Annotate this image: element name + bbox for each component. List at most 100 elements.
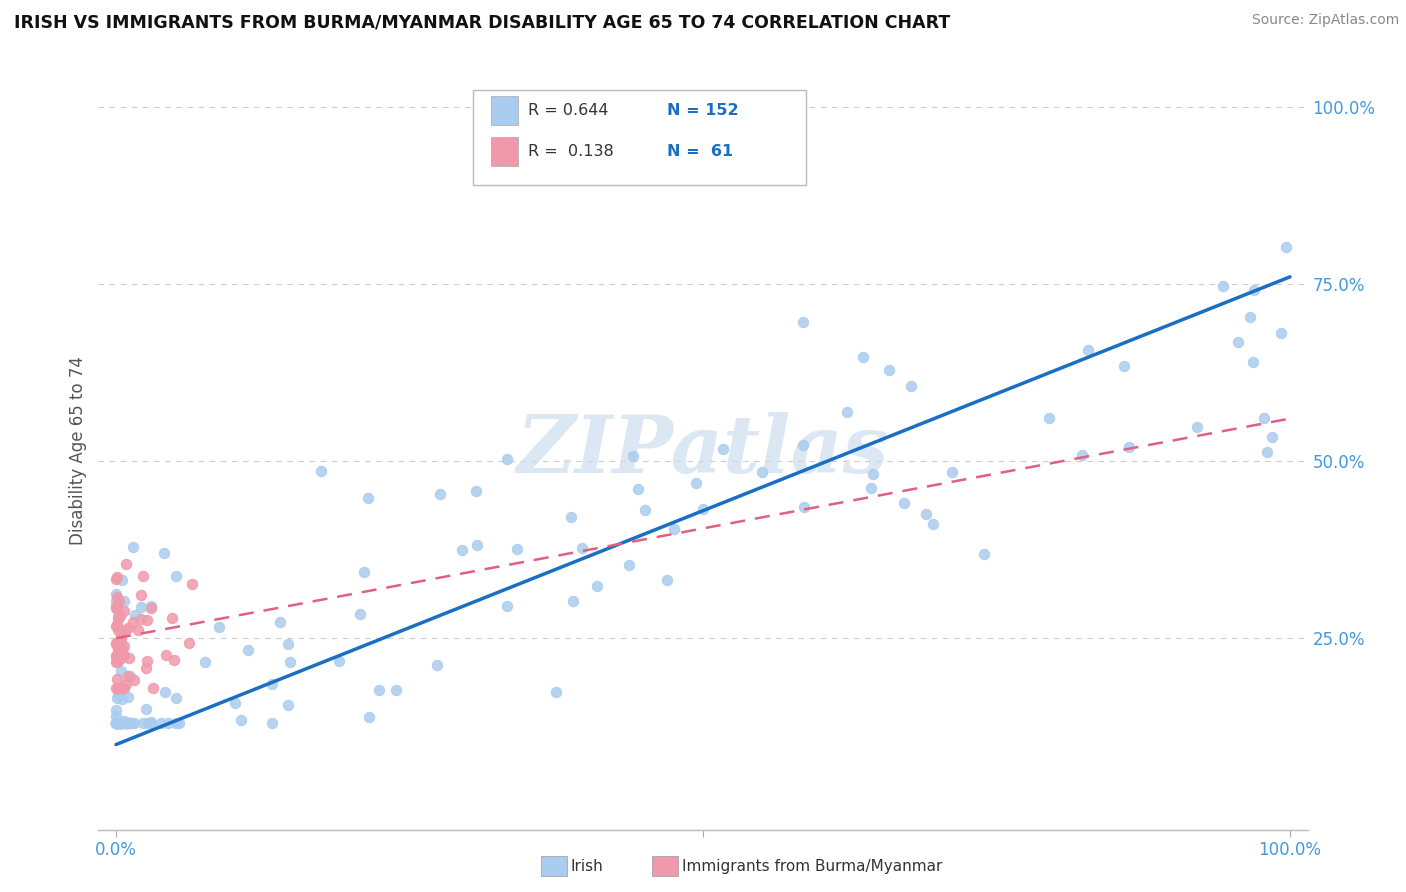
Point [115, 716, 138, 731]
Point [107, 611, 129, 625]
Point [105, 619, 128, 633]
Point [127, 623, 149, 637]
Point [122, 615, 145, 629]
Point [685, 475, 707, 490]
Point [621, 450, 644, 464]
Point [506, 542, 529, 557]
Point [112, 594, 135, 608]
Point [110, 716, 132, 731]
Point [134, 702, 156, 716]
Point [229, 714, 252, 728]
Point [107, 716, 129, 731]
Point [562, 594, 585, 608]
Point [914, 507, 936, 521]
Point [139, 716, 162, 731]
Point [751, 465, 773, 479]
Point [260, 676, 283, 690]
Point [105, 716, 128, 731]
Point [136, 653, 159, 667]
Point [115, 558, 138, 572]
Point [105, 716, 128, 731]
Point [105, 716, 128, 731]
Point [114, 623, 136, 637]
Point [149, 716, 172, 731]
Point [105, 590, 128, 604]
Point [136, 613, 159, 627]
Point [110, 716, 132, 731]
Point [108, 681, 131, 695]
Point [108, 645, 131, 659]
Point [634, 502, 657, 516]
Point [277, 637, 299, 651]
Point [105, 716, 128, 731]
Point [429, 487, 451, 501]
Point [792, 315, 814, 329]
Point [110, 641, 132, 656]
Point [269, 615, 291, 629]
Point [105, 716, 128, 731]
Point [110, 573, 132, 587]
Point [1260, 430, 1282, 444]
Point [105, 681, 128, 695]
Point [114, 716, 136, 731]
Text: IRISH VS IMMIGRANTS FROM BURMA/MYANMAR DISABILITY AGE 65 TO 74 CORRELATION CHART: IRISH VS IMMIGRANTS FROM BURMA/MYANMAR D… [14, 13, 950, 31]
Point [136, 716, 159, 731]
Point [117, 716, 139, 731]
Point [107, 681, 129, 695]
Point [495, 599, 517, 613]
Point [112, 716, 135, 731]
Point [105, 716, 128, 731]
Point [112, 716, 135, 731]
Point [617, 558, 640, 572]
Point [105, 716, 128, 731]
Point [626, 482, 648, 496]
Point [124, 607, 146, 622]
Point [107, 640, 129, 654]
Text: R = 0.644: R = 0.644 [527, 103, 609, 118]
Point [107, 688, 129, 702]
FancyBboxPatch shape [492, 95, 517, 125]
Point [107, 716, 129, 731]
Point [546, 685, 568, 699]
Point [941, 465, 963, 479]
Point [110, 631, 132, 645]
Point [108, 649, 131, 664]
Point [105, 587, 128, 601]
Point [110, 664, 132, 678]
Point [112, 648, 135, 662]
Point [112, 639, 135, 653]
Point [105, 716, 128, 731]
Point [657, 573, 679, 587]
Point [107, 594, 129, 608]
Point [115, 677, 138, 691]
Point [107, 716, 129, 731]
Point [353, 565, 375, 579]
Point [194, 655, 217, 669]
Point [278, 655, 301, 669]
Point [662, 522, 685, 536]
Point [1077, 343, 1099, 357]
Point [110, 716, 132, 731]
Point [112, 648, 135, 662]
Point [110, 628, 132, 642]
Text: Source: ZipAtlas.com: Source: ZipAtlas.com [1251, 13, 1399, 28]
Point [118, 650, 141, 665]
Point [711, 442, 734, 456]
Point [105, 716, 128, 731]
Point [114, 716, 136, 731]
Point [385, 683, 408, 698]
Point [859, 481, 882, 495]
Point [107, 642, 129, 657]
Point [108, 646, 131, 660]
Text: N =  61: N = 61 [666, 144, 733, 159]
Point [560, 509, 582, 524]
Point [495, 451, 517, 466]
Point [1253, 411, 1275, 425]
Point [162, 611, 184, 625]
Point [165, 569, 187, 583]
Point [105, 716, 128, 731]
Point [118, 716, 141, 731]
Point [114, 604, 136, 618]
Y-axis label: Disability Age 65 to 74: Disability Age 65 to 74 [69, 356, 87, 545]
Point [129, 612, 152, 626]
